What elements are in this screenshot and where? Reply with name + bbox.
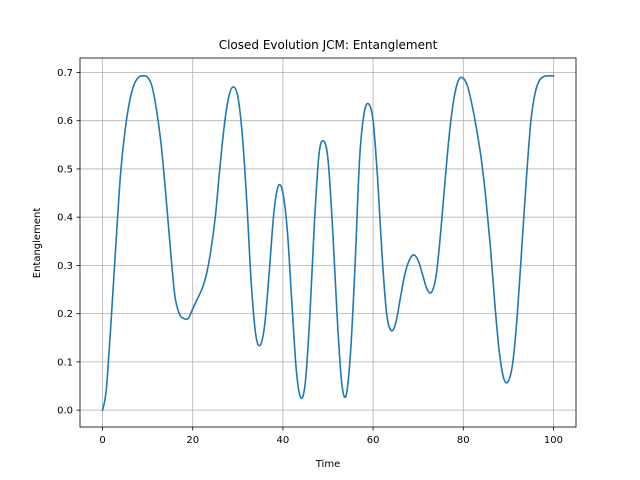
y-tick-label: 0.5 bbox=[57, 164, 73, 175]
entanglement-series-line bbox=[101, 75, 555, 412]
axes-frame bbox=[79, 57, 577, 428]
y-tick-label: 0.6 bbox=[57, 116, 73, 127]
y-tick-label: 0.3 bbox=[57, 261, 73, 272]
y-tick-label: 0.2 bbox=[57, 309, 73, 320]
y-tick-label: 0.7 bbox=[57, 68, 73, 79]
series-layer bbox=[101, 75, 555, 412]
y-tick-label: 0.1 bbox=[57, 357, 73, 368]
chart-title: Closed Evolution JCM: Entanglement bbox=[219, 38, 438, 52]
x-tick-label: 100 bbox=[544, 435, 563, 446]
plot-area bbox=[80, 58, 576, 427]
x-axis-label: Time bbox=[315, 459, 340, 470]
y-axis-label: Entanglement bbox=[32, 208, 43, 279]
x-tick-label: 80 bbox=[457, 435, 470, 446]
x-tick-label: 60 bbox=[367, 435, 380, 446]
x-axis-ticks: 0 20 40 60 80 100 bbox=[99, 427, 563, 446]
x-tick-label: 20 bbox=[186, 435, 199, 446]
y-axis-ticks: 0.0 0.1 0.2 0.3 0.4 0.5 0.6 0.7 bbox=[57, 68, 80, 417]
x-tick-label: 0 bbox=[99, 435, 105, 446]
y-tick-label: 0.0 bbox=[57, 406, 73, 417]
y-tick-label: 0.4 bbox=[57, 213, 73, 224]
grid bbox=[80, 58, 576, 427]
x-tick-label: 40 bbox=[277, 435, 290, 446]
